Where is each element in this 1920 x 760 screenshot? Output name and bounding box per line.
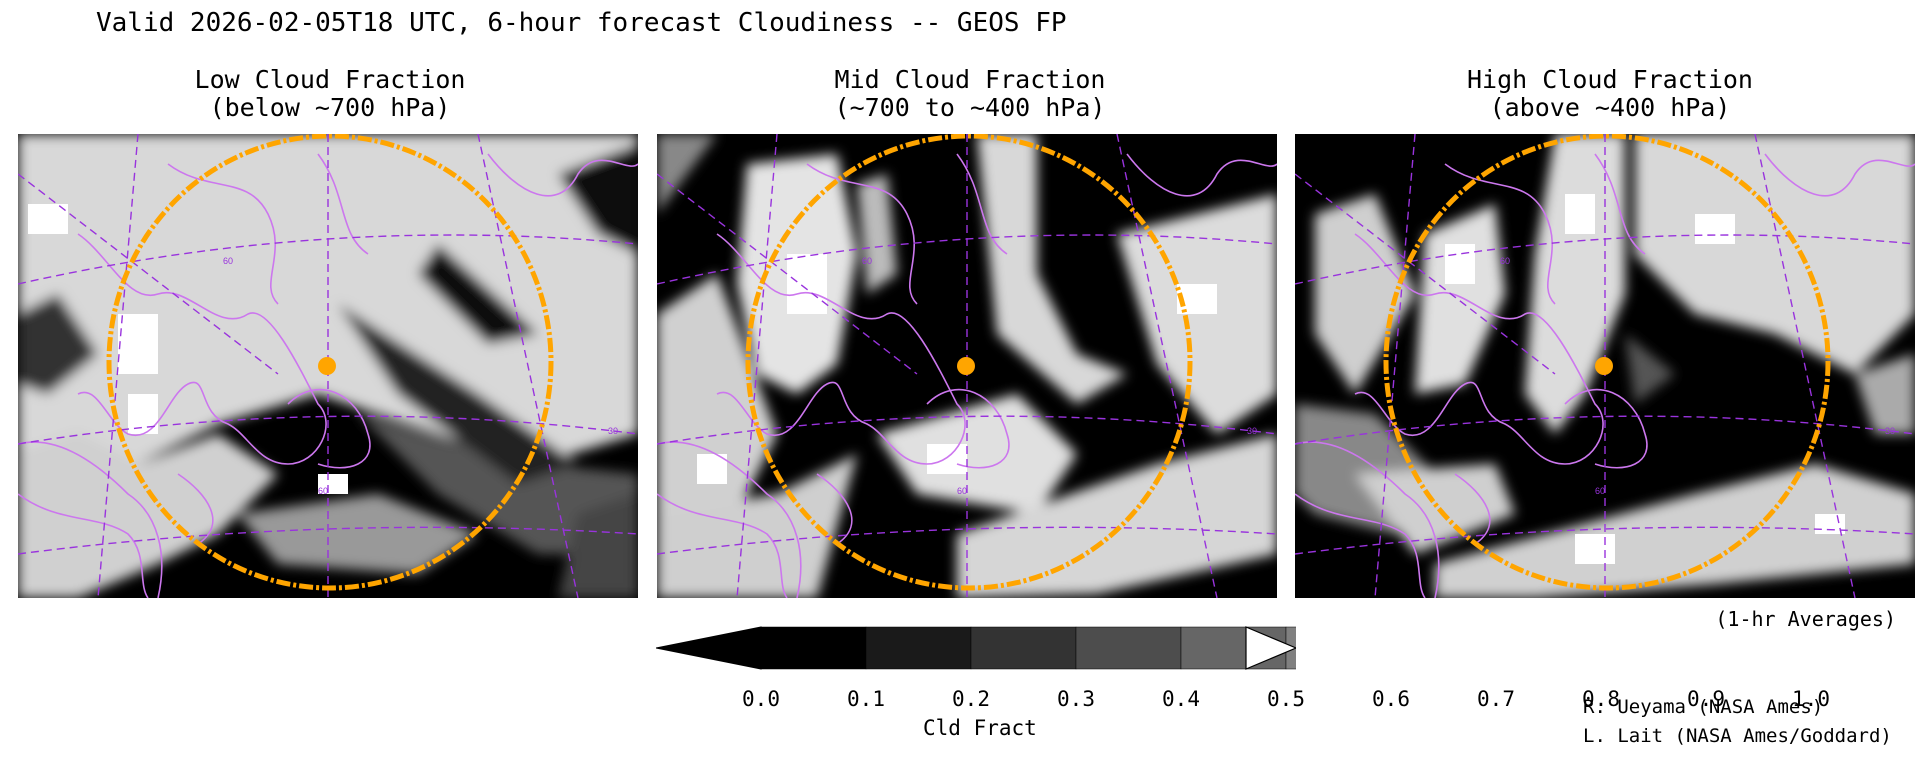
panel-title-low: Low Cloud Fraction (below ~700 hPa) [20,66,640,122]
cloud-field [1295,134,1915,598]
colorbar-tick-label: 0.2 [952,687,990,711]
graticule [1295,134,1915,598]
colorbar-cell [1075,626,1182,670]
panel-title-line2: (~700 to ~400 hPa) [834,93,1106,122]
map-panel-high-cloud: 60 60 30 [1295,134,1915,598]
colorbar-cell [970,626,1077,670]
colorbar-over-arrow [1245,626,1296,670]
panel-title-line1: High Cloud Fraction [1467,65,1753,94]
colorbar-tick-label: 0.9 [1687,687,1725,711]
location-marker [1595,357,1613,375]
lon-label: 30 [1885,426,1895,436]
colorbar [656,626,1296,670]
colorbar-tick-label: 0.3 [1057,687,1095,711]
white-patches [697,254,1217,484]
colorbar-under-arrow [656,626,762,670]
colorbar-tick-label: 0.5 [1267,687,1305,711]
range-ring [1383,134,1831,591]
range-ring [106,134,554,591]
colorbar-cells [760,626,1296,670]
lat-label: 60 [1500,256,1510,266]
panel-title-line2: (above ~400 hPa) [1489,93,1731,122]
colorbar-tick-label: 0.0 [742,687,780,711]
location-marker [318,357,336,375]
colorbar-tick-label: 0.6 [1372,687,1410,711]
colorbar-tick-label: 0.7 [1477,687,1515,711]
location-marker [957,357,975,375]
lon-label: 60 [1595,486,1605,496]
white-patches [28,204,348,494]
range-ring [745,134,1193,591]
map-panel-mid-cloud: 60 60 30 [657,134,1277,598]
lon-label: 30 [608,426,618,436]
panel-title-mid: Mid Cloud Fraction (~700 to ~400 hPa) [660,66,1280,122]
colorbar-label: Cld Fract [923,716,1037,740]
colorbar-tick-label: 0.1 [847,687,885,711]
white-patches [1445,194,1845,564]
panel-title-high: High Cloud Fraction (above ~400 hPa) [1300,66,1920,122]
lat-label: 60 [223,256,233,266]
panel-title-line2: (below ~700 hPa) [209,93,451,122]
graticule [657,134,1277,598]
lon-label: 60 [957,486,967,496]
graticule [18,134,638,598]
panel-title-line1: Mid Cloud Fraction [834,65,1106,94]
colorbar-cell [865,626,972,670]
credit-line: L. Lait (NASA Ames/Goddard) [1583,725,1892,747]
credit-line: R. Ueyama (NASA Ames) [1583,696,1824,718]
page-title: Valid 2026-02-05T18 UTC, 6-hour forecast… [96,8,1067,38]
colorbar-cell [760,626,867,670]
coastlines [657,153,1277,598]
lat-label: 60 [862,256,872,266]
lon-label: 30 [1247,426,1257,436]
averaging-note: (1-hr Averages) [1715,607,1896,631]
panel-title-line1: Low Cloud Fraction [194,65,466,94]
map-panel-low-cloud: 60 60 30 [18,134,638,598]
colorbar-tick-label: 1.0 [1792,687,1830,711]
cloud-field [18,134,638,598]
colorbar-tick-label: 0.4 [1162,687,1200,711]
colorbar-tick-label: 0.8 [1582,687,1620,711]
lon-label: 60 [318,486,328,496]
